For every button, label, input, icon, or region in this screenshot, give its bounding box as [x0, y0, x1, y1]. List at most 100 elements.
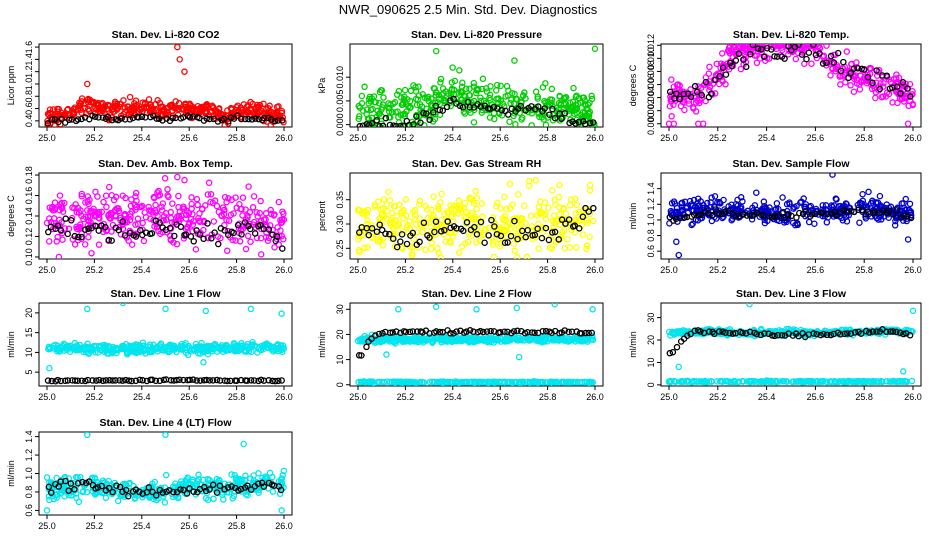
data-point: [421, 94, 428, 102]
overlay-point: [279, 245, 286, 252]
data-point: [228, 471, 235, 478]
data-point: [427, 245, 435, 253]
data-point: [431, 225, 439, 232]
overlay-point: [893, 207, 901, 214]
x-tick-label: 25.6: [180, 392, 198, 402]
overlay-point: [551, 228, 559, 236]
data-point: [81, 241, 89, 248]
overlay-point: [497, 329, 504, 336]
data-point: [548, 187, 556, 194]
data-point: [452, 228, 459, 236]
data-point: [705, 70, 713, 77]
data-point: [220, 346, 227, 353]
data-point: [194, 201, 201, 209]
overlay-point: [419, 329, 426, 336]
overlay-point: [204, 220, 211, 227]
data-point: [458, 83, 466, 90]
outlier-point: [589, 306, 596, 313]
data-point: [378, 378, 385, 386]
outlier-point: [278, 310, 285, 317]
x-tick-label: 25.4: [758, 133, 776, 143]
overlay-point: [676, 95, 683, 103]
data-point: [400, 207, 407, 214]
overlay-point: [702, 78, 710, 86]
data-point: [75, 209, 83, 216]
data-point: [579, 231, 587, 238]
overlay-point: [358, 352, 365, 359]
data-point: [909, 100, 916, 108]
data-point: [901, 378, 909, 385]
x-tick-label: 25.6: [180, 521, 198, 531]
plot-frame: [660, 43, 922, 128]
data-point: [218, 212, 226, 220]
data-point: [153, 107, 160, 115]
data-point: [124, 351, 131, 358]
data-point: [473, 238, 480, 246]
y-tick-label: 1.4: [24, 53, 34, 66]
data-point: [739, 377, 746, 385]
data-point: [435, 249, 443, 257]
data-point: [779, 194, 786, 201]
data-point: [549, 218, 556, 225]
data-point: [78, 190, 86, 198]
y-tick-label: 0.006: [646, 73, 656, 96]
data-point: [456, 203, 464, 210]
y-tick-label: 30: [335, 304, 345, 314]
outlier-point: [432, 47, 440, 55]
overlay-point: [363, 343, 370, 351]
data-point: [380, 378, 388, 386]
data-point: [84, 99, 92, 106]
overlay-point: [481, 239, 488, 247]
x-tick-label: 25.8: [228, 521, 246, 531]
data-point: [356, 207, 363, 214]
data-point: [233, 109, 241, 117]
data-point: [278, 232, 285, 240]
overlay-point: [743, 212, 751, 219]
overlay-point: [590, 204, 597, 212]
data-point: [158, 207, 166, 214]
data-point: [119, 344, 126, 351]
overlay-point: [697, 211, 704, 219]
x-tick-label: 25.6: [807, 265, 825, 275]
data-point: [280, 210, 287, 218]
data-point: [523, 253, 531, 259]
data-point: [446, 238, 453, 245]
data-point: [121, 108, 129, 116]
data-point: [588, 92, 595, 100]
y-tick-label: 1.0: [24, 78, 34, 91]
data-point: [247, 107, 255, 114]
data-point: [177, 343, 184, 350]
data-point: [139, 202, 146, 210]
data-point: [783, 200, 791, 208]
data-point: [235, 224, 243, 232]
overlay-point: [561, 109, 569, 117]
chart-title: Stan. Dev. Sample Flow: [732, 158, 850, 170]
data-point: [486, 91, 494, 99]
data-point: [83, 488, 91, 496]
data-point: [875, 68, 882, 76]
overlay-point: [402, 328, 410, 336]
data-point: [449, 64, 456, 71]
overlay-point: [820, 330, 827, 338]
data-point: [448, 90, 455, 98]
data-point: [443, 378, 450, 386]
data-point: [468, 378, 475, 385]
data-point: [139, 339, 147, 346]
y-tick-label: 5: [24, 370, 34, 375]
data-point: [584, 219, 591, 227]
overlay-point: [900, 330, 907, 338]
data-point: [270, 212, 278, 219]
data-points: [355, 45, 599, 127]
data-point: [668, 76, 675, 83]
data-point: [802, 201, 810, 208]
data-point: [909, 87, 916, 95]
data-point: [732, 200, 740, 208]
data-point: [221, 122, 228, 127]
overlay-point: [436, 106, 444, 114]
data-point: [73, 346, 80, 354]
data-point: [188, 200, 195, 208]
y-axis-label: degrees C: [628, 64, 638, 106]
y-axis-label: percent: [317, 200, 327, 231]
